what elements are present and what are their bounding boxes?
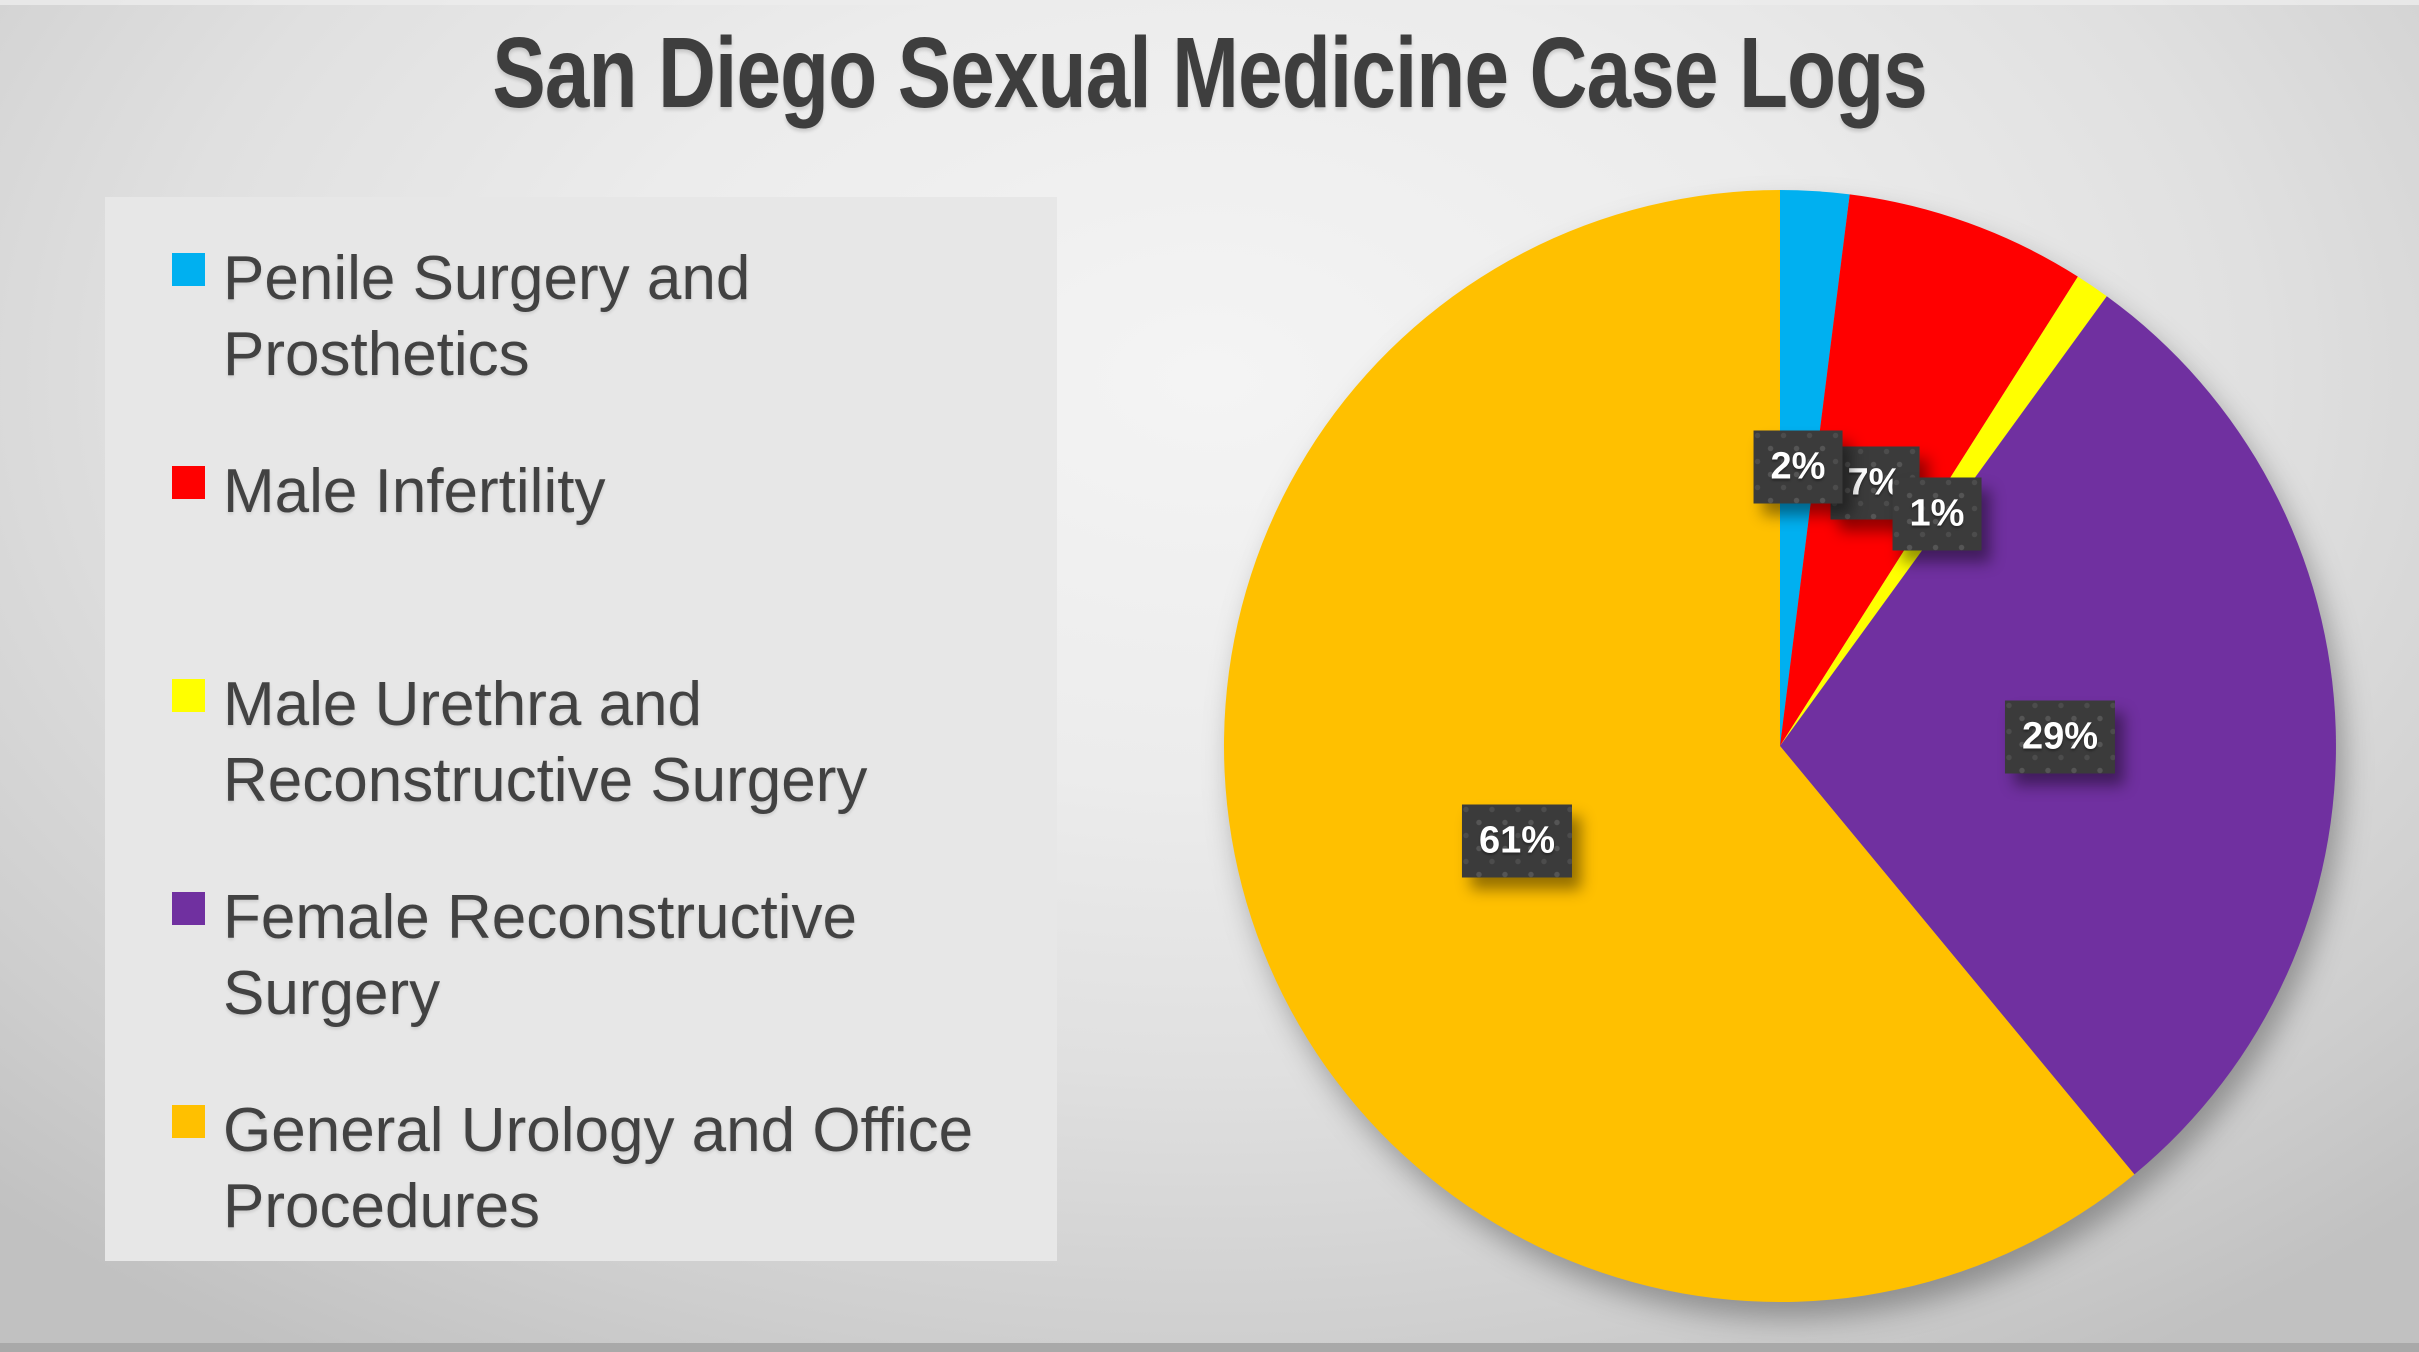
chart-title-text: San Diego Sexual Medicine Case Logs <box>492 17 1927 129</box>
pie-slice-2 <box>1780 194 2078 746</box>
legend-item: Penile Surgery and Prosthetics <box>105 241 1057 454</box>
legend-marker <box>172 466 205 499</box>
chart-title: San Diego Sexual Medicine Case Logs <box>0 16 2419 131</box>
legend-item-label: General Urology and Office Procedures <box>223 1096 974 1241</box>
legend-item: Male Infertility <box>105 454 1057 667</box>
legend-item: Female Reconstructive Surgery <box>105 880 1057 1093</box>
pie-slice-5 <box>1223 189 2135 1302</box>
legend-item-label: Female Reconstructive Surgery <box>223 883 858 1028</box>
top-sheen <box>0 0 2419 5</box>
legend-marker <box>172 253 205 286</box>
legend-marker <box>172 679 205 712</box>
legend-panel: Penile Surgery and Prosthetics Male Infer… <box>105 197 1057 1261</box>
legend-item-label: Penile Surgery and Prosthetics <box>223 244 751 389</box>
pie-chart <box>1223 189 2336 1302</box>
legend-item-label: Male Infertility <box>223 457 606 526</box>
legend-item: Male Urethra and Reconstructive Surgery <box>105 667 1057 880</box>
legend-item-label: Male Urethra and Reconstructive Surgery <box>223 670 868 815</box>
legend-marker <box>172 892 205 925</box>
legend-marker <box>172 1105 205 1138</box>
legend-item: General Urology and Office Procedures <box>105 1093 1057 1306</box>
bottom-strip <box>0 1343 2419 1352</box>
